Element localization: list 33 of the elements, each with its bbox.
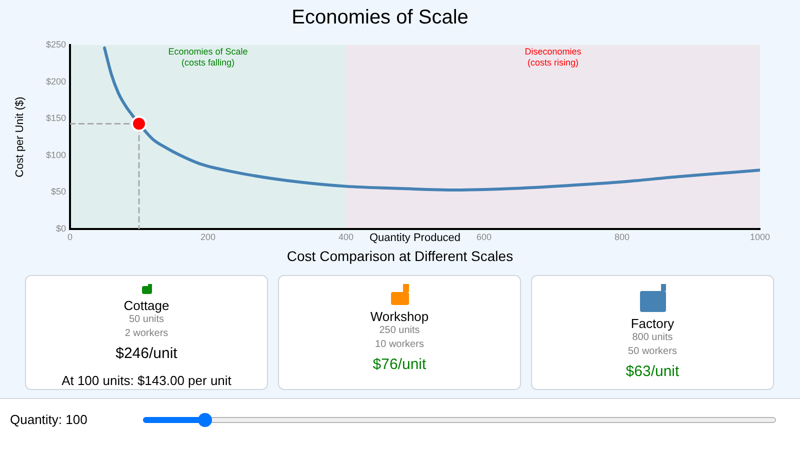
y-tick-label: $150 bbox=[46, 113, 66, 124]
y-tick-label: $50 bbox=[50, 186, 66, 197]
text: 10 workers bbox=[375, 338, 424, 352]
x-tick-label: 1000 bbox=[750, 232, 770, 242]
x-tick-label: 200 bbox=[200, 232, 216, 242]
x-tick-label: 400 bbox=[338, 232, 354, 242]
line-series bbox=[103, 46, 760, 192]
y-tick-label: $0 bbox=[56, 223, 66, 234]
text: 50 units bbox=[128, 313, 164, 327]
text: Quantity: 100 bbox=[10, 412, 88, 428]
y-axis-title: Cost per Unit ($) bbox=[14, 96, 26, 178]
x-tick-label: 600 bbox=[476, 232, 492, 242]
text: Cost Comparison at Different Scales bbox=[286, 248, 514, 265]
text: 50 workers bbox=[628, 345, 677, 359]
text: $246/unit bbox=[116, 344, 178, 364]
x-tick-label: 800 bbox=[614, 232, 630, 242]
text: $76/unit bbox=[372, 355, 426, 375]
category-label: Factory bbox=[630, 316, 674, 331]
chart-title: Economies of Scale bbox=[292, 6, 468, 29]
text: $63/unit bbox=[626, 362, 680, 382]
x-tick-label: 0 bbox=[67, 232, 73, 242]
category-label: Cottage bbox=[124, 298, 170, 313]
x-axis-title: Quantity Produced bbox=[369, 232, 461, 244]
y-tick-label: $200 bbox=[46, 76, 66, 86]
band-label: Diseconomies (costs rising) bbox=[524, 46, 582, 68]
y-tick-label: $250 bbox=[46, 39, 66, 50]
text: 800 units bbox=[632, 331, 673, 345]
text: At 100 units: $143.00 per unit bbox=[62, 373, 232, 389]
text: 2 workers bbox=[124, 327, 168, 341]
band-label: Economies of Scale (costs falling) bbox=[168, 46, 248, 68]
y-tick-label: $100 bbox=[46, 150, 66, 160]
text: 250 units bbox=[379, 324, 420, 338]
category-label: Workshop bbox=[370, 309, 429, 324]
